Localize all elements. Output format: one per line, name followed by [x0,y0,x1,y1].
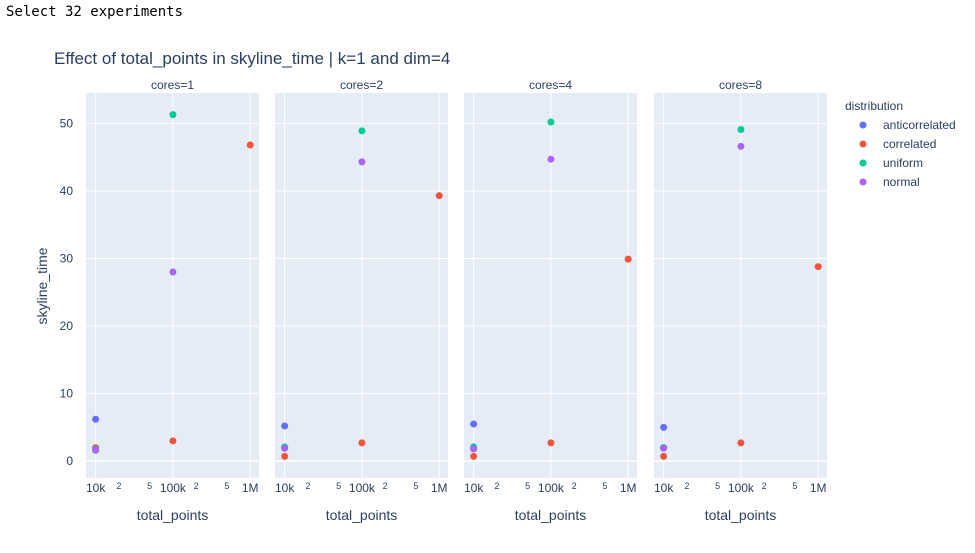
facet-panel: cores=1 10k 2 5 100k 2 5 1M total_points 0 10 20 30 4… [60,78,259,523]
data-point-anticorrelated [660,423,668,431]
x-tick-label: 2 [684,481,689,491]
x-tick-label: 5 [336,481,341,491]
data-point-correlated [246,141,254,149]
x-tick-label: 1M [242,481,259,495]
data-point-correlated [281,452,289,460]
y-tick-label: 0 [66,454,73,468]
data-point-correlated [358,439,366,447]
facet-title: cores=8 [719,78,762,92]
data-point-uniform [358,127,366,135]
page-header: Select 32 experiments [6,4,184,20]
x-tick-label: 100k [728,481,755,495]
legend-marker-anticorrelated [859,121,867,129]
facet-panel: cores=8 10k 2 5 100k 2 5 1M total_points [654,78,827,523]
data-point-anticorrelated [281,422,289,430]
x-tick-label: 5 [715,481,720,491]
legend: distribution anticorrelated correlated uni… [845,99,956,189]
x-tick-label: 2 [494,481,499,491]
x-tick-label: 1M [431,481,448,495]
legend-label-anticorrelated: anticorrelated [883,118,956,132]
x-axis-label: total_points [705,507,777,523]
facet-panels: cores=1 10k 2 5 100k 2 5 1M total_points 0 10 20 30 4… [60,78,827,523]
x-tick-label: 10k [275,481,295,495]
x-tick-label: 5 [602,481,607,491]
data-point-correlated [814,263,822,271]
x-tick-label: 5 [413,481,418,491]
x-axis-label: total_points [137,507,209,523]
facet-panel: cores=4 10k 2 5 100k 2 5 1M total_points [464,78,637,523]
x-tick-label: 5 [792,481,797,491]
data-point-correlated [547,439,555,447]
facet-title: cores=2 [340,78,383,92]
y-tick-label: 10 [60,387,74,401]
legend-marker-uniform [859,159,867,167]
data-point-correlated [169,437,177,445]
data-point-correlated [737,439,745,447]
x-tick-label: 100k [160,481,187,495]
legend-marker-correlated [859,140,867,148]
y-tick-label: 30 [60,251,74,265]
x-tick-label: 10k [86,481,106,495]
facet-title: cores=4 [529,78,572,92]
data-point-anticorrelated [92,415,100,423]
data-point-correlated [660,452,668,460]
x-axis-label: total_points [326,507,398,523]
x-tick-label: 5 [224,481,229,491]
x-tick-label: 5 [525,481,530,491]
data-point-normal [660,444,668,452]
data-point-normal [470,445,478,453]
data-point-normal [547,155,555,163]
y-axis-label: skyline_time [34,247,50,324]
x-tick-label: 2 [194,481,199,491]
facet-title: cores=1 [151,78,194,92]
x-tick-label: 2 [572,481,577,491]
x-tick-label: 10k [464,481,484,495]
legend-label-uniform: uniform [883,156,923,170]
x-tick-label: 2 [383,481,388,491]
chart-title: Effect of total_points in skyline_time |… [54,49,450,68]
legend-marker-normal [859,178,867,186]
x-tick-label: 100k [349,481,376,495]
data-point-normal [92,446,100,454]
data-point-uniform [737,125,745,133]
data-point-normal [169,268,177,276]
data-point-normal [737,142,745,150]
x-tick-label: 2 [116,481,121,491]
y-tick-label: 40 [60,184,74,198]
legend-label-normal: normal [883,175,920,189]
y-tick-label: 20 [60,319,74,333]
x-tick-label: 10k [654,481,674,495]
data-point-anticorrelated [470,420,478,428]
data-point-uniform [169,111,177,119]
data-point-normal [281,444,289,452]
data-point-correlated [624,255,632,263]
data-point-correlated [435,192,443,200]
y-tick-label: 50 [60,116,74,130]
x-tick-label: 1M [620,481,637,495]
x-tick-label: 2 [762,481,767,491]
legend-title: distribution [845,99,903,113]
x-tick-label: 1M [810,481,827,495]
x-tick-label: 5 [147,481,152,491]
facet-panel: cores=2 10k 2 5 100k 2 5 1M total_points [275,78,448,523]
data-point-normal [358,158,366,166]
data-point-correlated [470,452,478,460]
legend-label-correlated: correlated [883,137,936,151]
x-tick-label: 100k [538,481,565,495]
x-axis-label: total_points [515,507,587,523]
x-tick-label: 2 [305,481,310,491]
data-point-uniform [547,118,555,126]
